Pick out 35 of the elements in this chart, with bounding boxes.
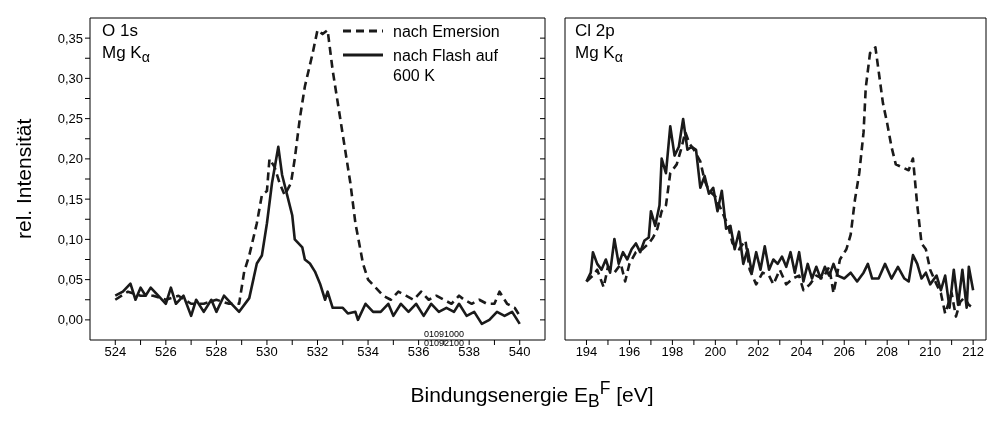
y-tick-label: 0,00	[57, 312, 83, 328]
x-tick-label: 526	[154, 344, 177, 360]
annotation: Mg K$_{α}$	[102, 43, 150, 66]
text: Cl 2p	[575, 21, 615, 41]
x-tick-label: 530	[256, 344, 278, 360]
y-tick-label: 0,30	[57, 70, 83, 86]
annotation: Mg K$_{α}$	[575, 43, 623, 66]
x-tick-label: 540	[508, 344, 531, 360]
x-tick-label: 194	[575, 344, 598, 360]
legend-label: nach Emersion	[393, 22, 501, 42]
x-tick-label: 200	[704, 344, 727, 360]
y-tick-label: 0,20	[57, 151, 83, 167]
annotation: 01092100	[424, 338, 465, 348]
y-tick-label: 0,15	[57, 191, 83, 207]
x-tick-label: 206	[833, 344, 856, 360]
x-axis-title: Bindungsenergie E$_{B}$$^{F}$ [eV]	[409, 378, 655, 413]
x-tick-label: 208	[876, 344, 899, 360]
y-tick-label: 0,10	[57, 231, 83, 247]
legend-label: nach Flash auf 600 K	[393, 46, 499, 86]
y-tick-label: 0,35	[57, 30, 83, 46]
x-tick-label: 212	[962, 344, 984, 360]
annotation: 01091000	[424, 329, 465, 340]
x-tick-label: 532	[306, 344, 329, 360]
x-tick-label: 524	[104, 344, 127, 360]
y-tick-label: 0,25	[57, 111, 83, 127]
x-tick-label: 534	[357, 344, 379, 360]
y-axis-title: rel. Intensität	[12, 118, 36, 239]
x-tick-label: 204	[790, 344, 813, 360]
x-tick-label: 210	[919, 344, 941, 360]
annotation: O 1s	[102, 21, 138, 41]
x-tick-label: 202	[747, 344, 770, 360]
x-tick-label: 196	[618, 344, 641, 360]
x-tick-label: 528	[205, 344, 228, 360]
x-tick-label: 198	[661, 344, 684, 360]
y-tick-label: 0,05	[57, 272, 83, 288]
